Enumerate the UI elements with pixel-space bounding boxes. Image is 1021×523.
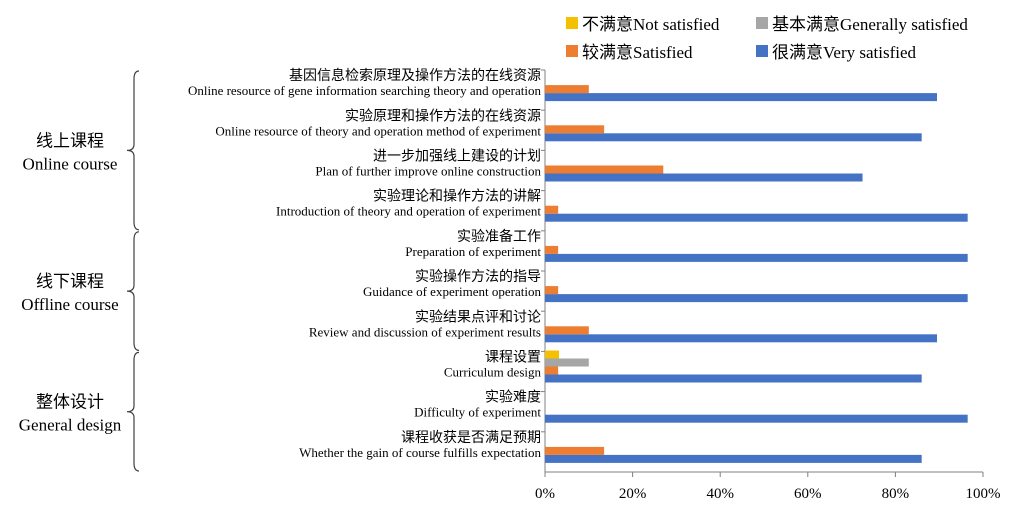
- bar-satisfied: [545, 446, 605, 455]
- x-tick-label: 40%: [706, 486, 734, 502]
- group-brace: [126, 351, 140, 472]
- legend: 不满意Not satisfied 基本满意Generally satisfied 较…: [566, 10, 1006, 66]
- bar-very-satisfied: [545, 253, 968, 262]
- category-label-zh: 实验操作方法的指导: [415, 269, 541, 285]
- bar-very-satisfied: [545, 374, 922, 383]
- category-label-en: Whether the gain of course fulfills expe…: [299, 445, 541, 460]
- bar-satisfied: [545, 326, 589, 335]
- group-label-en: Offline course: [21, 295, 118, 314]
- legend-label: 基本满意Generally satisfied: [772, 15, 968, 34]
- legend-label: 很满意Very satisfied: [772, 43, 917, 62]
- category-label-en: Guidance of experiment operation: [363, 284, 541, 299]
- category-label-en: Review and discussion of experiment resu…: [309, 324, 541, 339]
- category-label-zh: 实验难度: [485, 390, 541, 406]
- category-label-zh: 课程收获是否满足预期: [401, 430, 541, 446]
- legend-swatch: [756, 16, 768, 29]
- bar-satisfied: [545, 85, 589, 94]
- bar-very-satisfied: [545, 133, 922, 142]
- category-label-zh: 实验原理和操作方法的在线资源: [345, 108, 541, 124]
- group-brace: [126, 231, 140, 351]
- group-label-en: General design: [19, 416, 122, 435]
- bar-very-satisfied: [545, 294, 968, 303]
- category-label-en: Introduction of theory and operation of …: [276, 204, 541, 219]
- category-label-en: Online resource of gene information sear…: [188, 83, 542, 98]
- legend-swatch: [566, 44, 578, 57]
- bar-very-satisfied: [545, 93, 938, 102]
- legend-swatch: [756, 44, 768, 57]
- category-label-zh: 实验结果点评和讨论: [415, 309, 541, 325]
- category-label-zh: 实验理论和操作方法的讲解: [373, 189, 541, 205]
- legend-item-very-satisfied: 很满意Very satisfied: [756, 38, 916, 63]
- bar-satisfied: [545, 245, 559, 254]
- group-label-zh: 线上课程: [36, 131, 104, 150]
- group-label-zh: 整体设计: [36, 393, 104, 412]
- category-label-en: Online resource of theory and operation …: [215, 123, 541, 138]
- bar-very-satisfied: [545, 414, 968, 423]
- group-label-zh: 线下课程: [36, 272, 104, 291]
- category-label-zh: 基因信息检索原理及操作方法的在线资源: [289, 67, 541, 84]
- x-tick-label: 100%: [966, 486, 1001, 502]
- category-label-zh: 课程设置: [485, 350, 541, 366]
- bar-very-satisfied: [545, 173, 863, 182]
- legend-item-satisfied: 较满意Satisfied: [566, 38, 693, 63]
- bar-satisfied: [545, 165, 664, 174]
- legend-label: 较满意Satisfied: [582, 43, 693, 62]
- bar-satisfied: [545, 125, 605, 134]
- category-label-zh: 实验准备工作: [457, 228, 541, 245]
- category-label-en: Preparation of experiment: [405, 244, 541, 259]
- legend-item-not-satisfied: 不满意Not satisfied: [566, 10, 719, 35]
- legend-swatch: [566, 16, 578, 29]
- category-label-zh: 进一步加强线上建设的计划: [373, 149, 541, 165]
- bar-not-satisfied: [545, 350, 560, 359]
- bar-generally-satisfied: [545, 358, 589, 367]
- group-label-en: Online course: [23, 154, 118, 173]
- legend-item-generally-satisfied: 基本满意Generally satisfied: [756, 10, 968, 35]
- bar-very-satisfied: [545, 334, 938, 343]
- category-label-en: Curriculum design: [444, 365, 542, 380]
- bar-satisfied: [545, 205, 559, 214]
- category-label-en: Difficulty of experiment: [414, 405, 541, 420]
- x-tick-label: 0%: [535, 486, 555, 502]
- bar-very-satisfied: [545, 454, 922, 463]
- x-tick-label: 80%: [882, 486, 910, 502]
- bar-very-satisfied: [545, 213, 968, 222]
- bar-satisfied: [545, 286, 559, 295]
- bar-satisfied: [545, 366, 559, 375]
- x-tick-label: 20%: [619, 486, 647, 502]
- category-label-en: Plan of further improve online construct…: [315, 164, 541, 179]
- group-brace: [126, 70, 140, 231]
- x-tick-label: 60%: [794, 486, 822, 502]
- legend-label: 不满意Not satisfied: [582, 15, 720, 34]
